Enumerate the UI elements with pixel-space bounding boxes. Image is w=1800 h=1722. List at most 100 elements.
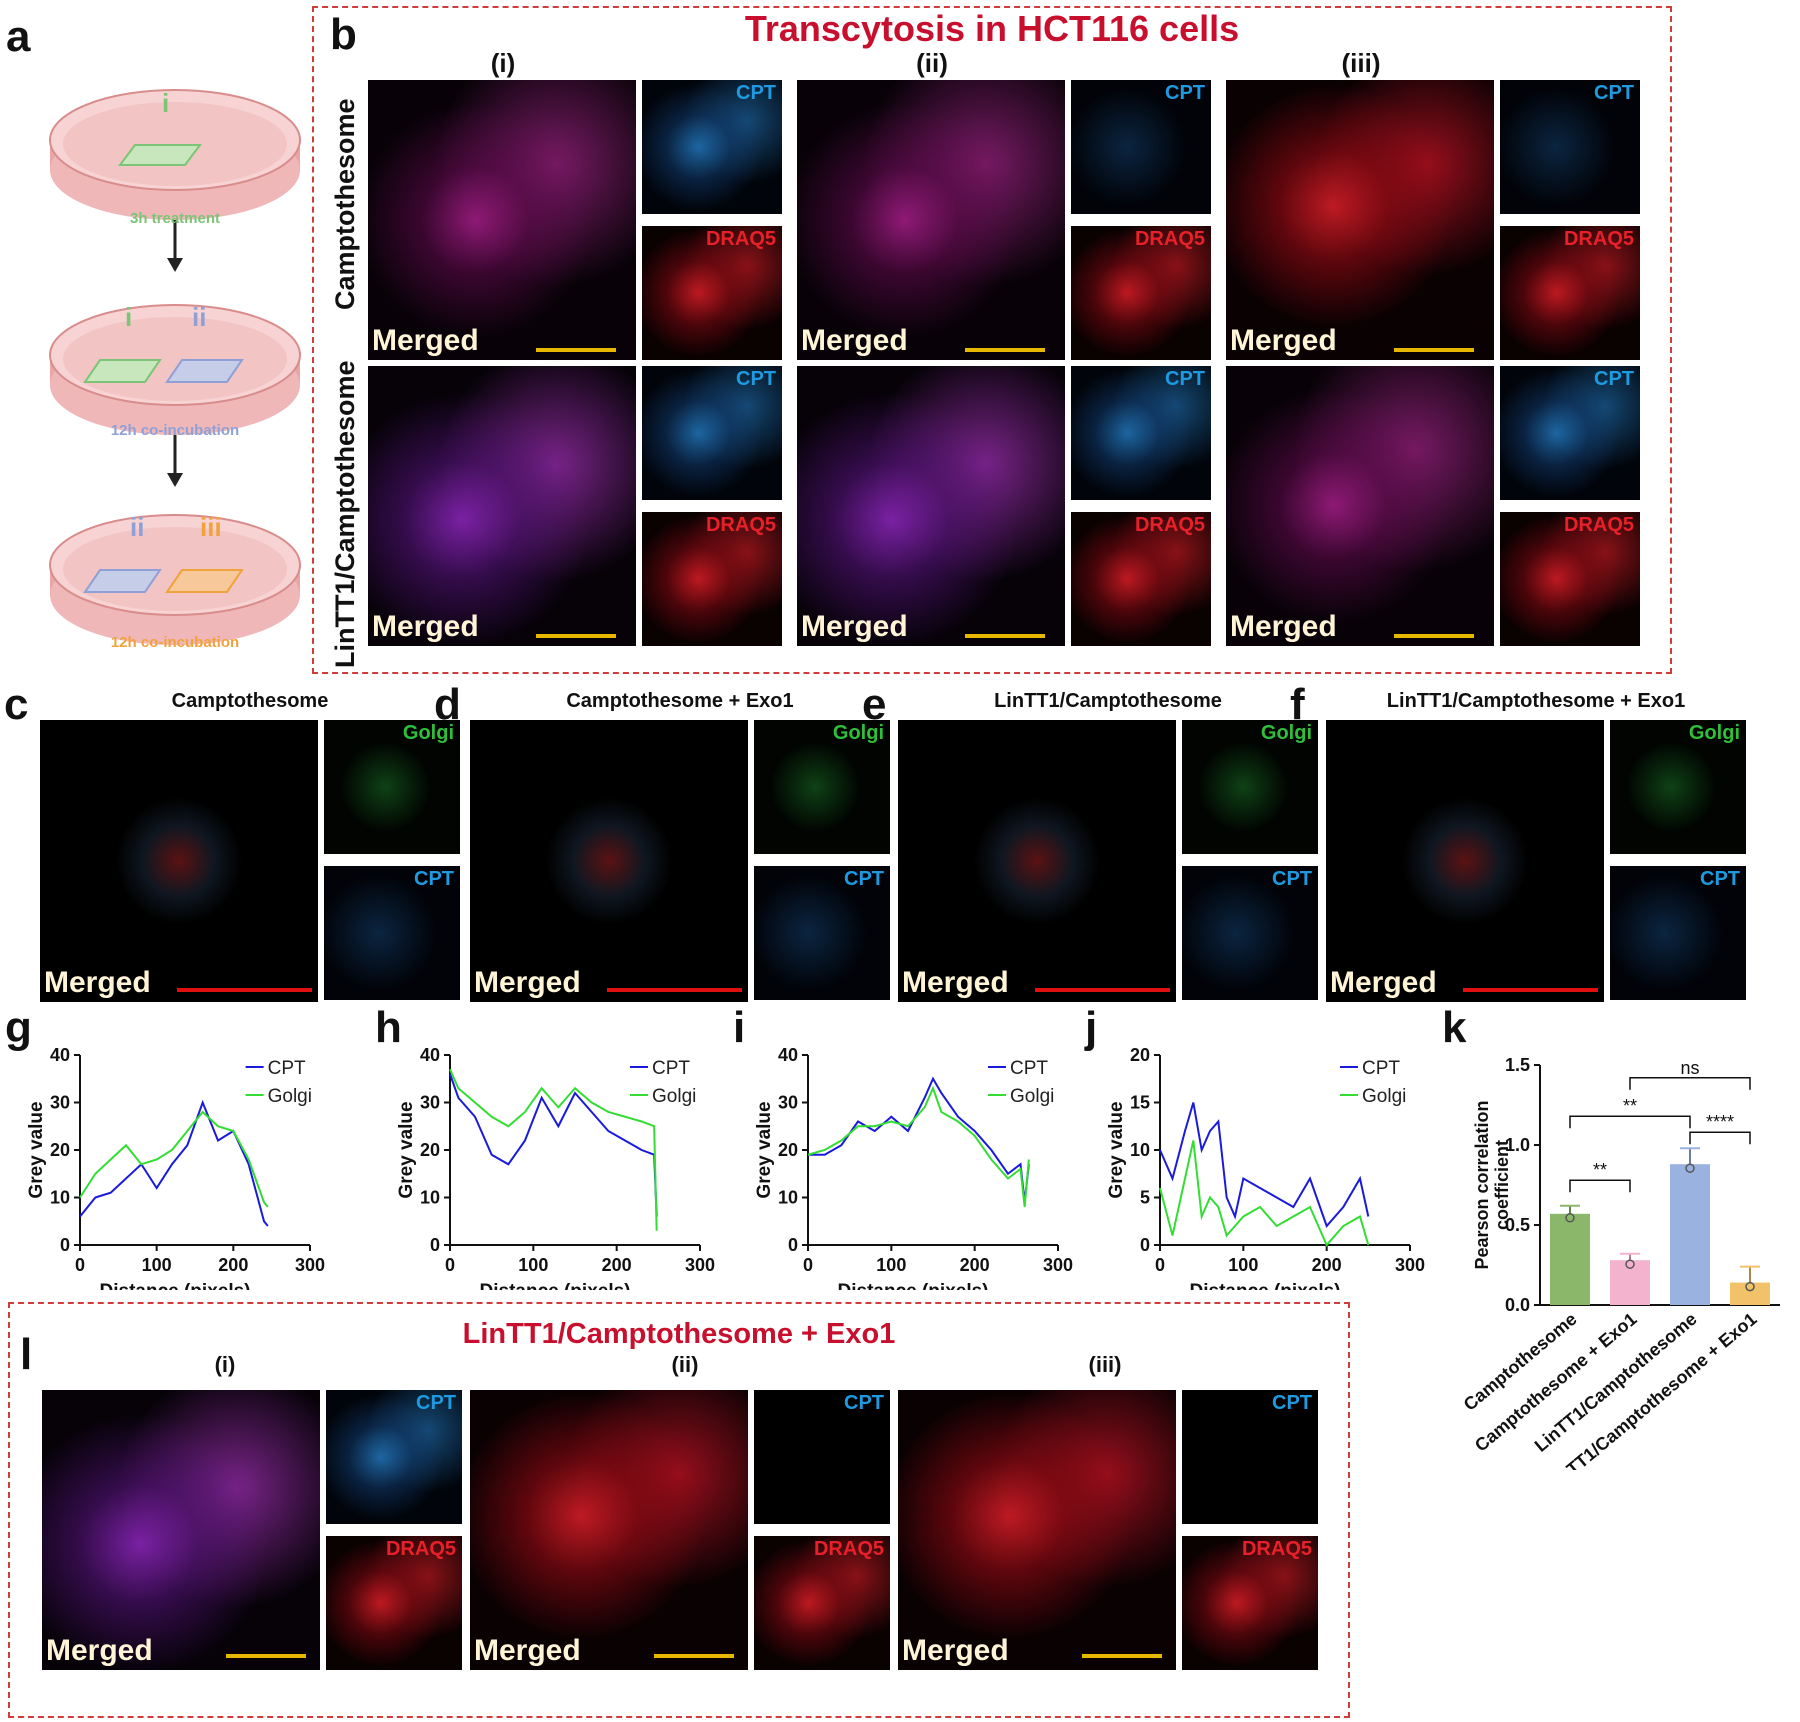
caption-12h-co-incubation-2: 12h co-incubation <box>110 634 240 651</box>
y-tick-label: 40 <box>778 1045 798 1065</box>
panel-c-title: Camptothesome <box>171 690 329 712</box>
x-tick-label: 200 <box>602 1255 632 1275</box>
series-line-golgi <box>1159 1140 1370 1247</box>
draq5-channel-image: DRAQ5 <box>1071 226 1211 360</box>
draq5-channel-image: DRAQ5 <box>1071 512 1211 646</box>
x-tick-label: 300 <box>1043 1255 1073 1275</box>
legend-label-golgi: Golgi <box>1362 1086 1406 1107</box>
draq5-label: DRAQ5 <box>1241 1538 1312 1560</box>
draq5-channel-image: DRAQ5 <box>1182 1536 1318 1670</box>
line-chart-j: j051015200100200300Distance (pixels)Grey… <box>1084 1003 1425 1290</box>
significance-label: ** <box>1593 1160 1607 1180</box>
panel-label-e: e <box>862 680 887 729</box>
merged-label: Merged <box>1230 324 1337 357</box>
golgi-channel-image: Golgi <box>324 720 460 854</box>
panel-label-f: f <box>1290 680 1305 729</box>
cpt-label: CPT <box>1594 82 1634 104</box>
dish-3 <box>49 514 301 645</box>
series-line-cpt <box>449 1073 658 1217</box>
cpt-channel-image: CPT <box>326 1390 462 1524</box>
y-tick-label: 0.0 <box>1505 1295 1530 1315</box>
merged-label: Merged <box>1230 610 1337 643</box>
x-axis-label: Distance (pixels) <box>838 1281 989 1290</box>
y-tick-label: 10 <box>778 1188 798 1208</box>
panel-l-col-iii: (iii) <box>1088 1352 1122 1377</box>
legend-label-cpt: CPT <box>1010 1058 1048 1079</box>
panel-b-col-i: (i) <box>490 48 516 78</box>
y-tick-label: 5 <box>1140 1188 1150 1208</box>
merged-image: Merged <box>898 720 1176 1002</box>
panel-label-j: j <box>1084 1003 1097 1052</box>
y-tick-label: 20 <box>50 1140 70 1160</box>
merged-image: Merged <box>797 366 1065 646</box>
cpt-label: CPT <box>1594 368 1634 390</box>
x-tick-label: 200 <box>1312 1255 1342 1275</box>
merged-label: Merged <box>44 966 151 999</box>
dish-2-label-ii: ii <box>192 302 207 332</box>
y-axis-label: Grey value <box>396 1101 417 1198</box>
caption-12h-co-incubation-1: 12h co-incubation <box>110 422 240 439</box>
y-tick-label: 20 <box>420 1140 440 1160</box>
cpt-label: CPT <box>416 1392 456 1414</box>
cpt-channel-image: CPT <box>324 866 460 1000</box>
bar-1 <box>1610 1260 1650 1305</box>
data-point <box>1745 1281 1755 1292</box>
merged-image: Merged <box>470 720 748 1002</box>
panel-label-a: a <box>6 12 31 61</box>
x-tick-label: 100 <box>518 1255 548 1275</box>
merged-image: Merged <box>797 80 1065 360</box>
panel-b-frame <box>312 6 1672 674</box>
scale-bar <box>965 634 1045 638</box>
significance-bracket <box>1569 1115 1691 1129</box>
merged-label: Merged <box>902 966 1009 999</box>
cpt-label: CPT <box>1272 1392 1312 1414</box>
category-label: LinTT1/Camptothesome + Exo1 <box>1542 1309 1761 1470</box>
y-tick-label: 1.0 <box>1505 1135 1530 1155</box>
arrow-down-icon <box>167 220 183 272</box>
y-tick-label: 15 <box>1130 1093 1150 1113</box>
panel-label-l: l <box>20 1330 33 1379</box>
series-line-golgi <box>807 1085 1030 1208</box>
y-tick-label: 30 <box>50 1093 70 1113</box>
dish-3-label-ii: ii <box>130 512 145 542</box>
x-tick-label: 100 <box>142 1255 172 1275</box>
y-tick-label: 10 <box>1130 1140 1150 1160</box>
panel-b-title: Transcytosis in HCT116 cells <box>744 8 1240 49</box>
significance-bracket <box>1689 1131 1751 1145</box>
series-line-cpt <box>79 1099 269 1227</box>
y-tick-label: 10 <box>420 1188 440 1208</box>
draq5-channel-image: DRAQ5 <box>1500 226 1640 360</box>
draq5-label: DRAQ5 <box>813 1538 884 1560</box>
y-axis-label: Grey value <box>26 1101 47 1198</box>
draq5-label: DRAQ5 <box>705 228 776 250</box>
merged-image: Merged <box>898 1390 1176 1670</box>
draq5-label: DRAQ5 <box>385 1538 456 1560</box>
panel-label-g: g <box>5 1003 32 1052</box>
x-tick-label: 100 <box>876 1255 906 1275</box>
panel-l-col-i: (i) <box>214 1352 236 1377</box>
merged-label: Merged <box>46 1634 153 1667</box>
y-axis-label: Pearson correlation <box>1472 1100 1492 1269</box>
legend-label-cpt: CPT <box>1362 1058 1400 1079</box>
y-tick-label: 20 <box>1130 1045 1150 1065</box>
x-axis-label: Distance (pixels) <box>480 1281 631 1290</box>
data-point <box>1625 1259 1635 1269</box>
draq5-label: DRAQ5 <box>1563 514 1634 536</box>
x-axis-label: Distance (pixels) <box>1190 1281 1341 1290</box>
merged-label: Merged <box>801 324 908 357</box>
y-tick-label: 0 <box>1140 1235 1150 1255</box>
cpt-channel-image: CPT <box>642 366 782 500</box>
coverslip-ii <box>165 359 244 383</box>
legend-label-golgi: Golgi <box>268 1086 312 1107</box>
significance-label: ns <box>1680 1058 1699 1078</box>
golgi-label: Golgi <box>832 722 884 744</box>
y-tick-label: 30 <box>778 1093 798 1113</box>
scale-bar <box>536 348 616 352</box>
merged-label: Merged <box>474 966 581 999</box>
y-tick-label: 0.5 <box>1505 1215 1530 1235</box>
golgi-channel-image: Golgi <box>1182 720 1318 854</box>
y-tick-label: 10 <box>50 1188 70 1208</box>
y-tick-label: 0 <box>60 1235 70 1255</box>
cpt-label: CPT <box>1700 868 1740 890</box>
arrow-down-icon <box>167 435 183 487</box>
